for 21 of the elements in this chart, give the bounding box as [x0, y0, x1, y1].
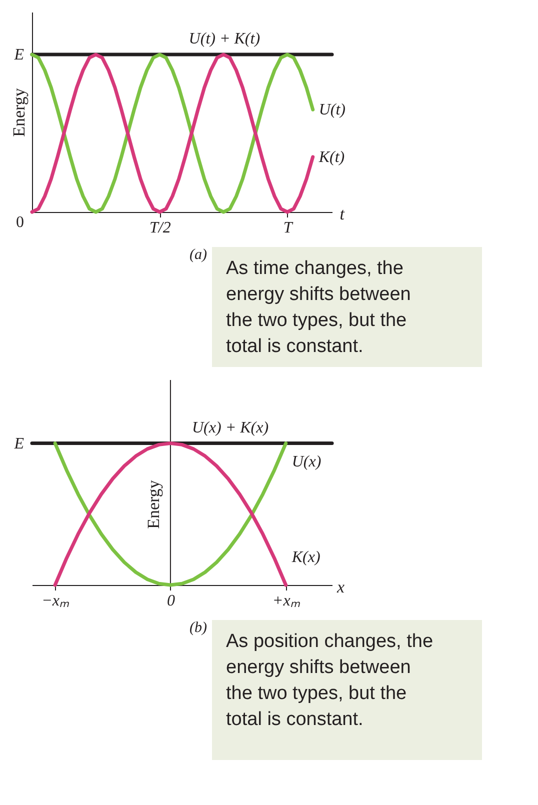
series-label: U(t) — [318, 102, 346, 119]
x-tick-label: 0 — [166, 592, 175, 610]
series-label: U(x) — [292, 453, 322, 470]
x-tick-label: T — [283, 220, 294, 236]
x-tick-label: +xₘ — [272, 592, 300, 610]
y-axis-title: Energy — [144, 480, 163, 529]
text: (a) — [190, 247, 207, 263]
x-axis-title: t — [340, 204, 346, 224]
series-label: K(t) — [318, 148, 345, 166]
text: E — [13, 435, 24, 452]
text: As time changes, the energy shifts between the two types, but the total is constant. — [226, 258, 411, 357]
text: E — [13, 46, 24, 64]
text: (b) — [190, 620, 207, 636]
y-axis-title: Energy — [10, 88, 28, 137]
text: As position changes, the energy shifts between the two types, but the total is constant. — [226, 631, 434, 730]
series-label: U(x) + K(x) — [192, 419, 269, 436]
x-tick-label: −xₘ — [42, 592, 70, 610]
series-label: U(t) + K(t) — [188, 30, 260, 48]
x-axis-title: x — [336, 578, 345, 596]
series-label: K(x) — [290, 549, 320, 566]
x-tick-label: T/2 — [149, 220, 171, 236]
